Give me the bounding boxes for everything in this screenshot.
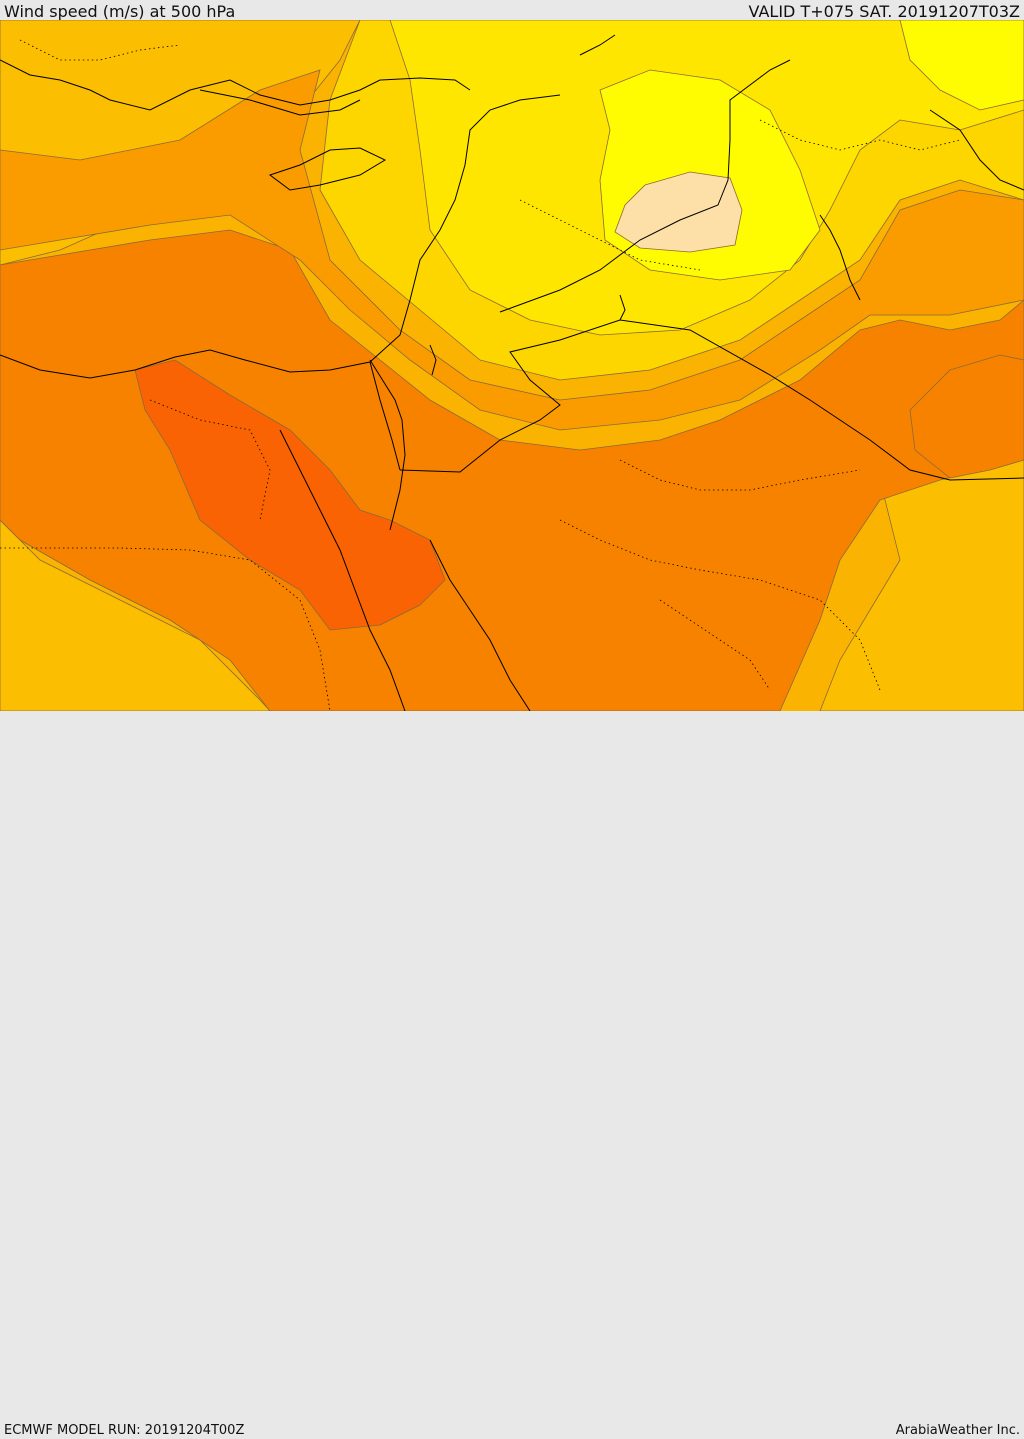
- contour-min-red-orange: [134, 359, 446, 631]
- footer-bar: ECMWF MODEL RUN: 20191204T00Z ArabiaWeat…: [0, 711, 1024, 1438]
- country-borders: [199, 59, 1024, 481]
- coastlines: [0, 34, 1024, 711]
- brand-label: ArabiaWeather Inc.: [895, 1423, 1020, 1438]
- wind-speed-map[interactable]: [0, 20, 1024, 711]
- contour-band-bright-yellow-ne: [899, 20, 1024, 111]
- contour-band-southwest: [0, 519, 271, 711]
- header-bar: Wind speed (m/s) at 500 hPa VALID T+075 …: [0, 0, 1024, 21]
- province-boundaries: [0, 39, 961, 711]
- map-canvas: [0, 20, 1024, 711]
- contour-min-red-orange-east: [909, 354, 1024, 479]
- valid-time: VALID T+075 SAT. 20191207T03Z: [748, 2, 1020, 21]
- model-run-label: ECMWF MODEL RUN: 20191204T00Z: [4, 1423, 245, 1438]
- contour-band-dark-orange: [0, 229, 1024, 711]
- map-title: Wind speed (m/s) at 500 hPa: [4, 2, 236, 21]
- contour-max-cream: [614, 171, 743, 253]
